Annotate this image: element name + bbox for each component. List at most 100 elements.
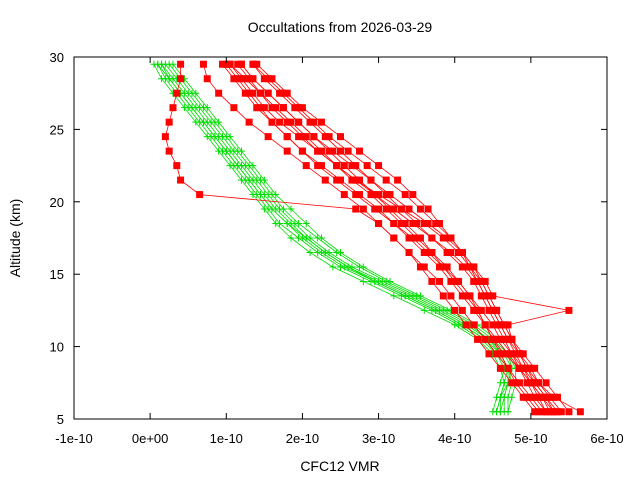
data-point (253, 60, 261, 68)
data-point (306, 248, 314, 256)
data-point (371, 205, 379, 213)
data-point (367, 191, 375, 199)
x-tick-label: 3e-10 (362, 431, 395, 446)
data-point (352, 176, 360, 184)
data-point (249, 75, 257, 83)
series-profile-6 (249, 60, 550, 416)
series-profile-12 (249, 60, 562, 416)
data-point (527, 393, 535, 401)
data-point (260, 75, 268, 83)
data-point (508, 379, 516, 387)
data-point (165, 118, 173, 126)
data-point (451, 277, 459, 285)
data-point (238, 60, 246, 68)
data-point (382, 277, 390, 285)
data-point (386, 191, 394, 199)
data-point (420, 263, 428, 271)
chart-title: Occultations from 2026-03-29 (248, 19, 433, 35)
data-point (546, 393, 554, 401)
series-line (157, 63, 513, 412)
data-point (439, 234, 447, 242)
data-point (481, 292, 489, 300)
data-point (337, 133, 344, 141)
data-point (314, 234, 322, 242)
data-point (546, 408, 554, 416)
x-tick-label: -1e-10 (55, 431, 93, 446)
data-point (264, 89, 272, 97)
y-tick-label: 20 (50, 195, 64, 210)
data-point (405, 234, 413, 242)
series-profile-14 (154, 60, 508, 416)
data-point (371, 191, 379, 199)
data-point (257, 176, 265, 184)
data-point (485, 292, 493, 300)
data-point (512, 350, 520, 358)
data-point (554, 393, 562, 401)
series-profile-5 (226, 60, 542, 416)
data-point (428, 277, 436, 285)
data-point (409, 220, 417, 228)
data-point (416, 205, 424, 213)
data-point (432, 306, 440, 314)
data-point (363, 162, 371, 170)
series-line (172, 63, 513, 412)
data-point (515, 364, 523, 372)
data-point (317, 147, 325, 155)
data-point (435, 220, 443, 228)
data-point (416, 263, 424, 271)
data-point (196, 191, 204, 199)
data-point (424, 248, 432, 256)
data-point (375, 205, 383, 213)
data-point (371, 277, 379, 285)
data-point (405, 248, 413, 256)
data-point (531, 364, 539, 372)
data-point (333, 176, 341, 184)
data-point (493, 306, 501, 314)
series-profile-8 (161, 60, 539, 416)
data-point (508, 335, 516, 343)
data-point (542, 379, 550, 387)
data-point (321, 176, 329, 184)
data-point (565, 306, 573, 314)
data-point (493, 350, 501, 358)
data-point (279, 205, 287, 213)
data-point (340, 162, 348, 170)
x-tick-label: 4e-10 (438, 431, 471, 446)
data-point (257, 191, 265, 199)
data-point (508, 393, 516, 401)
data-point (462, 321, 470, 329)
data-point (424, 205, 432, 213)
data-point (199, 60, 207, 68)
series-profile-20 (165, 60, 520, 416)
data-point (279, 89, 287, 97)
data-point (230, 104, 238, 112)
data-point (188, 89, 196, 97)
data-point (382, 205, 390, 213)
data-point (504, 335, 512, 343)
data-point (268, 191, 276, 199)
x-axis-label: CFC12 VMR (300, 458, 379, 474)
series-profile-11 (238, 60, 550, 416)
data-point (298, 133, 306, 141)
y-tick-label: 10 (50, 340, 64, 355)
data-point (245, 118, 253, 126)
data-point (276, 118, 284, 126)
data-point (222, 147, 230, 155)
data-point (234, 147, 242, 155)
data-point (321, 248, 329, 256)
data-point (397, 205, 405, 213)
data-point (420, 248, 428, 256)
data-point (390, 234, 398, 242)
data-point (413, 234, 421, 242)
data-point (375, 220, 383, 228)
data-point (504, 364, 512, 372)
data-point (531, 379, 539, 387)
data-point (253, 104, 261, 112)
data-point (245, 75, 253, 83)
data-point (283, 147, 291, 155)
data-point (485, 350, 493, 358)
data-point (481, 277, 489, 285)
data-point (264, 75, 272, 83)
data-point (382, 191, 390, 199)
data-point (249, 60, 257, 68)
